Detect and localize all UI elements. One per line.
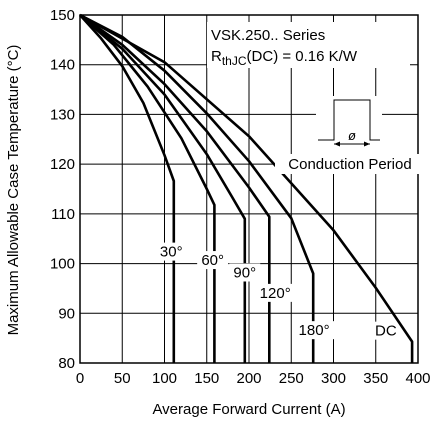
phase-symbol: ø xyxy=(348,128,356,143)
rth-subscript: thJC xyxy=(222,54,247,68)
y-tick-label: 140 xyxy=(50,57,75,74)
curve-label: 30° xyxy=(160,244,183,261)
x-tick-label: 150 xyxy=(194,370,219,387)
inset-label: Conduction Period xyxy=(288,156,411,173)
curve-label: 90° xyxy=(233,264,256,281)
x-tick-label: 250 xyxy=(279,370,304,387)
curve-label: DC xyxy=(375,323,397,340)
conduction-pulse xyxy=(318,99,380,141)
curve-label: 120° xyxy=(260,285,291,302)
curve-label-background xyxy=(229,263,261,282)
inset-background xyxy=(316,96,382,162)
ticks: 0 50 100 150 200 250 300 350 400 80 90 100 110 120 130… xyxy=(50,7,431,387)
rth-suffix: (DC) = 0.16 K/W xyxy=(247,48,358,65)
curve-60deg xyxy=(79,14,216,363)
x-axis-title: Average Forward Current (A) xyxy=(152,401,345,418)
curve-120deg xyxy=(79,13,271,363)
annotation-background xyxy=(207,22,410,68)
series-title: VSK.250.. Series xyxy=(211,27,325,44)
curves xyxy=(79,13,414,363)
curve-label-background xyxy=(374,321,397,340)
curve-label: 60° xyxy=(201,252,224,269)
x-tick-label: 300 xyxy=(321,370,346,387)
x-tick-label: 0 xyxy=(76,370,84,387)
y-tick-label: 110 xyxy=(51,206,75,223)
curve-label-background xyxy=(294,321,335,340)
plot-border xyxy=(79,14,419,364)
x-tick-label: 400 xyxy=(405,370,430,387)
plot-frame xyxy=(79,14,419,364)
y-tick-label: 120 xyxy=(50,156,75,173)
curve-label-background xyxy=(255,283,296,302)
y-tick-label: 130 xyxy=(50,106,75,123)
x-tick-label: 100 xyxy=(152,370,177,387)
curve-DC xyxy=(79,13,414,363)
x-tick-label: 200 xyxy=(236,370,261,387)
y-tick-label: 150 xyxy=(50,7,75,24)
conduction-arrow-head-left xyxy=(334,141,340,147)
inset-label-background xyxy=(275,154,423,174)
curve-label: 180° xyxy=(299,322,330,339)
conduction-arrow-head-right xyxy=(364,141,370,147)
y-tick-label: 80 xyxy=(58,355,75,372)
rth-prefix: R xyxy=(211,48,222,65)
y-tick-label: 100 xyxy=(50,256,75,273)
x-tick-label: 350 xyxy=(363,370,388,387)
curve-labels: 30° 60° 90°120° 180° DC xyxy=(155,242,397,340)
rth-text: RthJC(DC) = 0.16 K/W xyxy=(211,48,358,68)
curve-label-background xyxy=(197,251,229,270)
y-tick-label: 90 xyxy=(58,305,75,322)
y-axis-title: Maximum Allowable Case Temperature (°C) xyxy=(5,45,22,336)
curve-90deg xyxy=(79,13,247,363)
curve-label-background xyxy=(155,242,187,261)
curve-30deg xyxy=(79,14,176,363)
x-tick-label: 50 xyxy=(114,370,131,387)
